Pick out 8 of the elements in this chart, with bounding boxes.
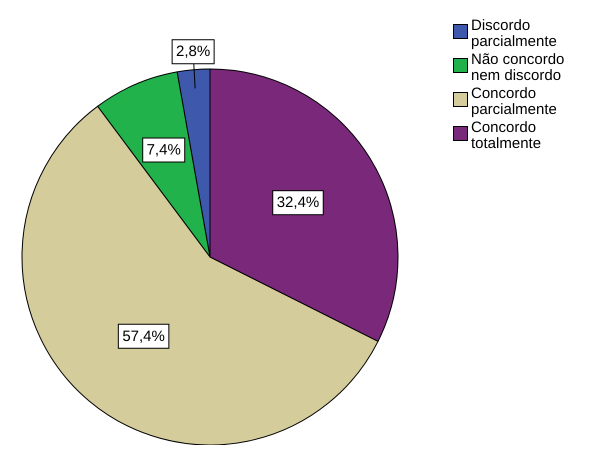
legend-label: Discordo parcialmente [471,17,558,50]
data-label: 32,4% [276,194,320,212]
data-label: 57,4% [122,328,165,345]
data-label: 2,8% [176,43,210,60]
legend-label: Concordo parcialmente [471,85,558,118]
legend-label: Concordo totalmente [471,119,542,152]
data-label: 7,4% [146,142,181,159]
legend-label: Não concordo nem discordo [471,51,566,84]
